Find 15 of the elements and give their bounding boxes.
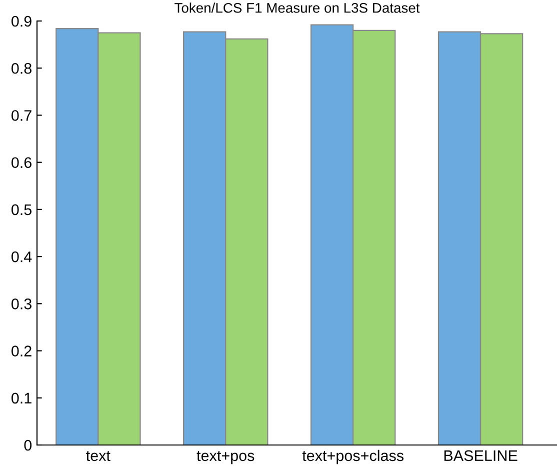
y-tick-label: 0.8 xyxy=(12,62,32,74)
y-tick-label: 0.3 xyxy=(12,298,32,310)
y-tick-label: 0 xyxy=(24,440,32,451)
y-tick-label: 0.6 xyxy=(12,157,32,168)
x-tick-label: BASELINE xyxy=(444,450,518,462)
y-tick-label: 0.7 xyxy=(12,110,32,121)
chart-title: Token/LCS F1 Measure on L3S Dataset xyxy=(174,2,420,13)
y-tick-label: 0.9 xyxy=(12,16,32,27)
y-tick-label: 0.2 xyxy=(12,346,32,356)
y-tick-label: 0.5 xyxy=(12,204,32,216)
x-tick-label: text xyxy=(86,451,110,462)
y-tick-label: 0.4 xyxy=(12,251,32,262)
x-tick-label: text+pos xyxy=(196,451,254,464)
x-tick-label: text+pos+class xyxy=(302,450,404,464)
y-tick-label: 0.1 xyxy=(12,392,32,404)
